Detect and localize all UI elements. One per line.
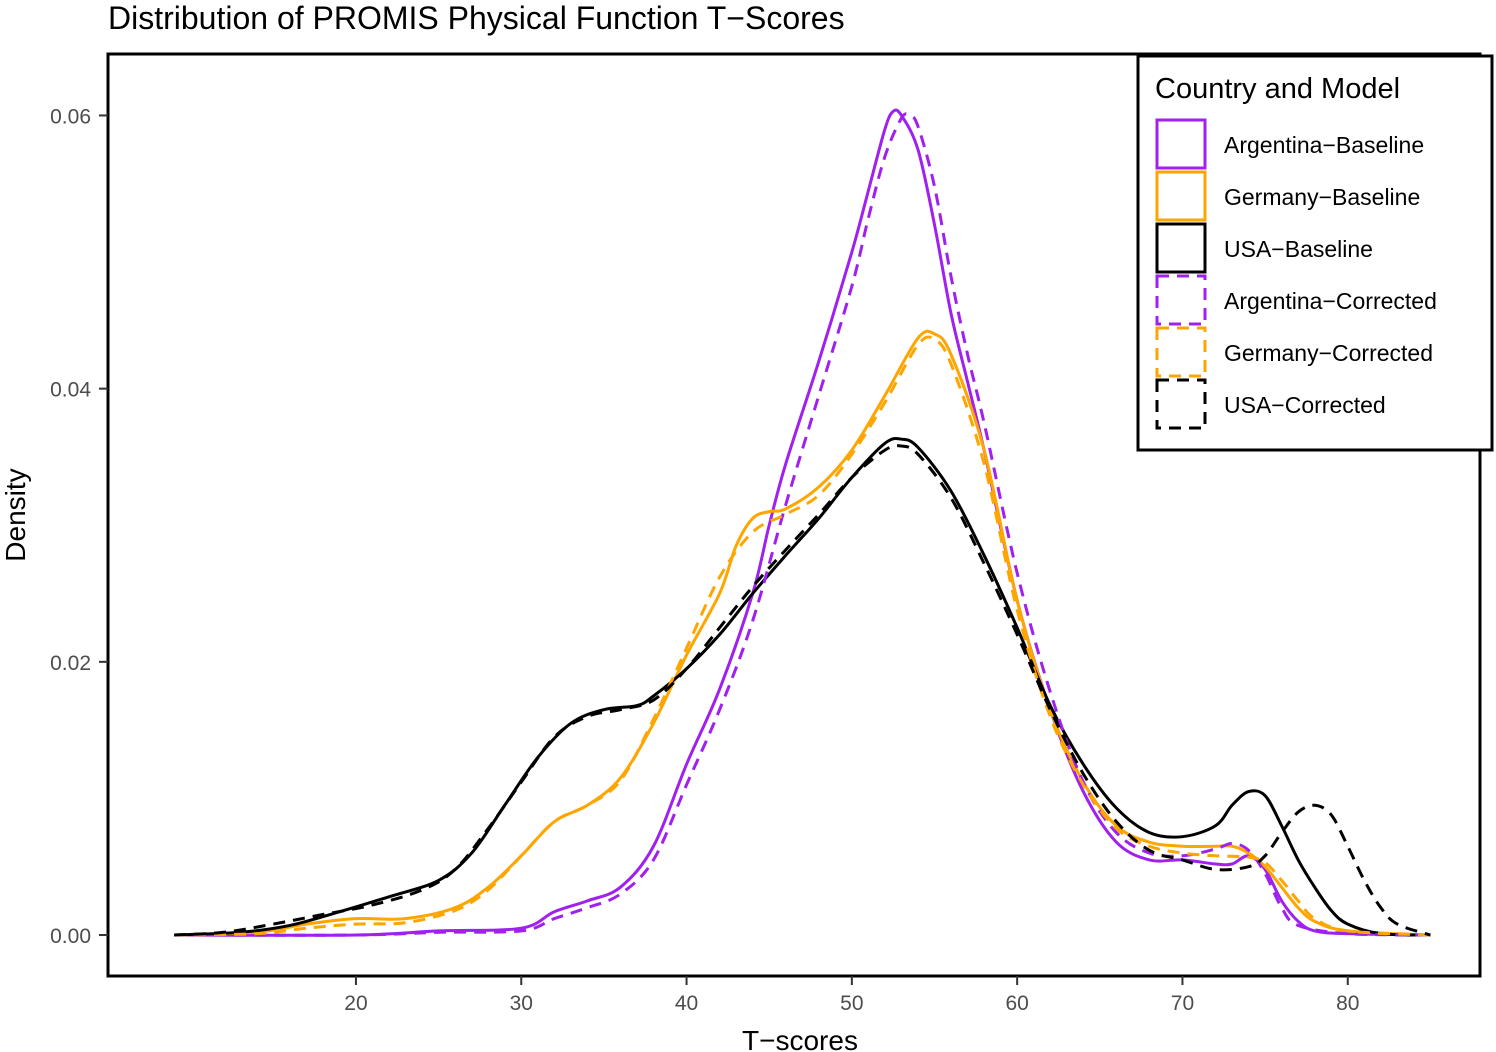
x-tick-label: 30 <box>510 992 533 1015</box>
x-axis-title: T−scores <box>742 1025 858 1052</box>
y-tick-label: 0.06 <box>50 105 91 128</box>
plot-panel-border <box>106 52 1482 978</box>
series-line-usa-baseline <box>174 437 1431 937</box>
x-tick-label: 70 <box>1171 992 1194 1015</box>
y-tick-label: 0.02 <box>50 652 91 675</box>
x-tick-label: 60 <box>1005 992 1028 1015</box>
y-axis: 0.00 0.02 0.04 0.06 <box>50 105 108 948</box>
legend-key-argentina-baseline <box>1155 118 1207 170</box>
x-tick-label: 80 <box>1336 992 1359 1015</box>
legend-key-argentina-corrected <box>1155 274 1207 326</box>
legend-label-germany-baseline: Germany−Baseline <box>1224 184 1420 210</box>
legend-label-usa-baseline: USA−Baseline <box>1224 236 1373 262</box>
legend-label-argentina-baseline: Argentina−Baseline <box>1224 132 1424 158</box>
chart-title: Distribution of PROMIS Physical Function… <box>108 0 845 36</box>
legend-items: Argentina−Baseline Germany−Baseline USA−Ba… <box>1155 118 1437 430</box>
legend-label-usa-corrected: USA−Corrected <box>1224 392 1386 418</box>
y-tick-label: 0.04 <box>50 379 91 402</box>
x-tick-label: 50 <box>840 992 863 1015</box>
series-line-germany-baseline <box>174 329 1431 937</box>
legend-key-usa-corrected <box>1155 378 1207 430</box>
legend-label-argentina-corrected: Argentina−Corrected <box>1224 288 1437 314</box>
legend-key-usa-baseline <box>1155 222 1207 274</box>
series-line-usa-corrected <box>174 444 1431 937</box>
legend-key-germany-corrected <box>1155 326 1207 378</box>
legend-title: Country and Model <box>1155 73 1400 105</box>
series-line-argentina-baseline <box>174 108 1431 937</box>
legend: Country and Model Argentina−Baseline Germ… <box>1136 54 1494 452</box>
series-line-argentina-corrected <box>174 112 1431 937</box>
y-tick-label: 0.00 <box>50 925 91 948</box>
legend-key-germany-baseline <box>1155 170 1207 222</box>
x-tick-label: 40 <box>675 992 698 1015</box>
plot-area <box>174 108 1431 937</box>
x-axis: 20 30 40 50 60 70 80 <box>344 976 1359 1015</box>
y-axis-title: Density <box>0 468 31 561</box>
x-tick-label: 20 <box>344 992 367 1015</box>
legend-label-germany-corrected: Germany−Corrected <box>1224 340 1433 366</box>
series-line-germany-corrected <box>174 335 1431 937</box>
